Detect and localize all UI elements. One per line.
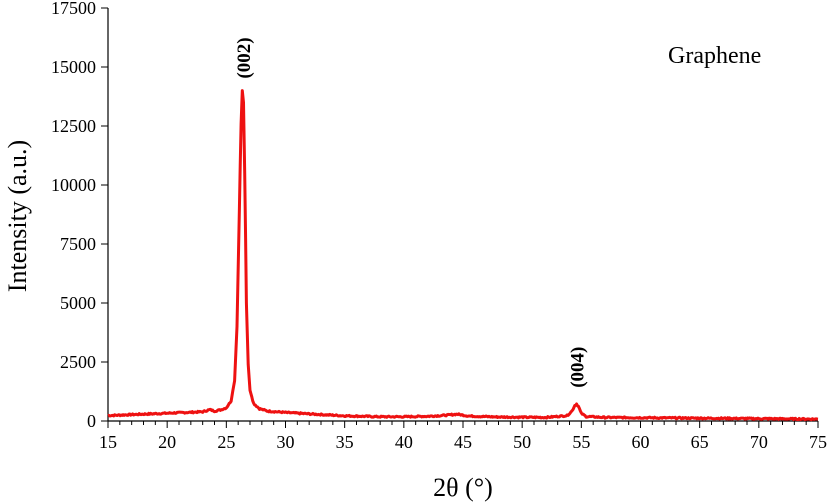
x-tick-label: 15 (99, 432, 117, 452)
ticks: 15 20 25 30 35 40 45 50 55 60 65 70 75 0 2500 5000 7500 1… (51, 0, 827, 452)
x-tick-label: 55 (572, 432, 590, 452)
x-tick-label: 25 (217, 432, 235, 452)
legend-label: Graphene (668, 43, 761, 69)
y-axis-title: Intensity (a.u.) (3, 140, 32, 292)
x-tick-label: 30 (277, 432, 295, 452)
y-tick-label: 0 (87, 411, 96, 431)
axes (107, 8, 818, 422)
peak-label-004: (004) (568, 347, 589, 388)
x-tick-label: 40 (395, 432, 413, 452)
x-tick-label: 50 (513, 432, 531, 452)
x-tick-label: 45 (454, 432, 472, 452)
x-tick-label: 35 (336, 432, 354, 452)
y-tick-label: 12500 (51, 116, 96, 136)
x-tick-label: 75 (809, 432, 827, 452)
x-tick-label: 20 (158, 432, 176, 452)
y-tick-label: 2500 (60, 352, 96, 372)
y-tick-label: 7500 (60, 234, 96, 254)
y-tick-label: 15000 (51, 57, 96, 77)
x-tick-label: 70 (750, 432, 768, 452)
y-tick-label: 10000 (51, 175, 96, 195)
peak-label-002: (002) (234, 37, 255, 78)
y-tick-label: 17500 (51, 0, 96, 18)
x-tick-label: 60 (632, 432, 650, 452)
x-axis-title: 2θ (°) (433, 473, 493, 502)
series-line-graphene (107, 89, 819, 422)
x-tick-label: 65 (691, 432, 709, 452)
y-tick-label: 5000 (60, 293, 96, 313)
